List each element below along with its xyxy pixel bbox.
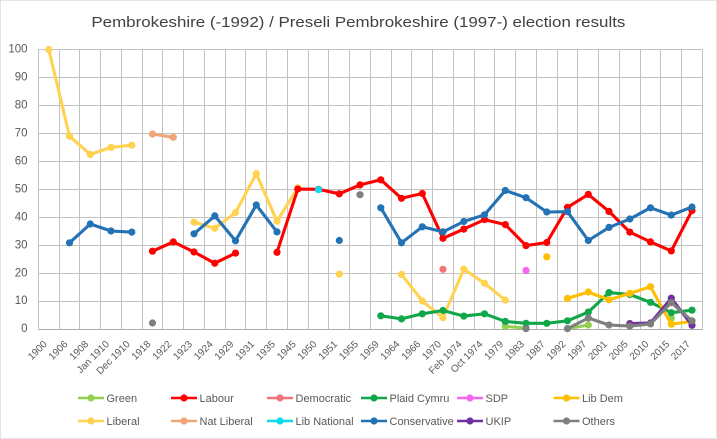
svg-text:60: 60 — [15, 155, 28, 167]
svg-text:70: 70 — [15, 127, 28, 139]
svg-text:Democratic: Democratic — [296, 393, 352, 405]
svg-text:100: 100 — [8, 44, 27, 56]
svg-text:Lib Dem: Lib Dem — [582, 393, 623, 405]
svg-text:Nat Liberal: Nat Liberal — [200, 416, 253, 428]
svg-text:UKIP: UKIP — [486, 416, 512, 428]
svg-text:SDP: SDP — [486, 393, 509, 405]
svg-text:40: 40 — [15, 211, 28, 223]
svg-text:Conservative: Conservative — [390, 416, 454, 428]
svg-text:Green: Green — [107, 393, 138, 405]
svg-text:30: 30 — [15, 239, 28, 251]
svg-text:80: 80 — [15, 99, 28, 111]
svg-text:Labour: Labour — [200, 393, 235, 405]
svg-text:10: 10 — [15, 295, 28, 307]
svg-text:0: 0 — [21, 323, 27, 335]
svg-text:Pembrokeshire (-1992) / Presel: Pembrokeshire (-1992) / Preseli Pembroke… — [91, 14, 625, 31]
svg-text:50: 50 — [15, 183, 28, 195]
svg-text:Plaid Cymru: Plaid Cymru — [390, 393, 450, 405]
svg-text:Liberal: Liberal — [107, 416, 140, 428]
svg-text:Lib National: Lib National — [296, 416, 354, 428]
svg-text:20: 20 — [15, 267, 28, 279]
svg-text:Others: Others — [582, 416, 616, 428]
svg-text:90: 90 — [15, 72, 28, 84]
